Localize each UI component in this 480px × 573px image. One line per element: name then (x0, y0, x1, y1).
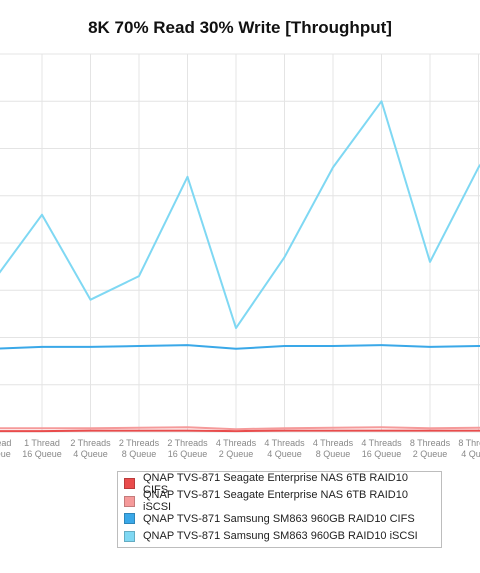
legend-item[interactable]: QNAP TVS-871 Seagate Enterprise NAS 6TB … (124, 493, 435, 511)
series-line-2 (0, 345, 480, 350)
legend-swatch-samsung-cifs (124, 513, 135, 524)
x-tick-label: 1 Thread 16 Queue (22, 438, 62, 459)
series-line-1 (0, 427, 480, 429)
x-tick-label: 4 Threads 4 Queue (264, 438, 305, 459)
legend-label: QNAP TVS-871 Samsung SM863 960GB RAID10 … (143, 513, 415, 525)
legend-swatch-samsung-iscsi (124, 531, 135, 542)
legend-item[interactable]: QNAP TVS-871 Samsung SM863 960GB RAID10 … (124, 528, 435, 546)
x-axis-tick-labels: 1 Thread4 Queue1 Thread8 Queue1 Thread16… (0, 438, 480, 459)
legend-swatch-seagate-cifs (124, 478, 135, 489)
x-tick-label: 2 Threads 8 Queue (119, 438, 160, 459)
series-lines (0, 101, 480, 431)
x-tick-label: 4 Threads 2 Queue (216, 438, 257, 459)
line-chart: 1 Thread4 Queue1 Thread8 Queue1 Thread16… (0, 0, 480, 465)
x-tick-label: 4 Threads 16 Queue (361, 438, 402, 459)
series-line-0 (0, 431, 480, 432)
series-line-3 (0, 101, 480, 328)
x-tick-label: 1 Thread8 Queue (0, 438, 11, 459)
legend-item[interactable]: QNAP TVS-871 Samsung SM863 960GB RAID10 … (124, 510, 435, 528)
grid-lines (0, 54, 480, 432)
x-tick-label: 4 Threads 8 Queue (313, 438, 354, 459)
x-tick-label: 2 Threads 16 Queue (167, 438, 208, 459)
legend: QNAP TVS-871 Seagate Enterprise NAS 6TB … (117, 471, 442, 548)
x-tick-label: 8 Threads 2 Queue (410, 438, 451, 459)
legend-label: QNAP TVS-871 Samsung SM863 960GB RAID10 … (143, 530, 418, 542)
legend-label: QNAP TVS-871 Seagate Enterprise NAS 6TB … (143, 489, 435, 513)
legend-swatch-seagate-iscsi (124, 496, 135, 507)
x-tick-label: 2 Threads 4 Queue (70, 438, 111, 459)
